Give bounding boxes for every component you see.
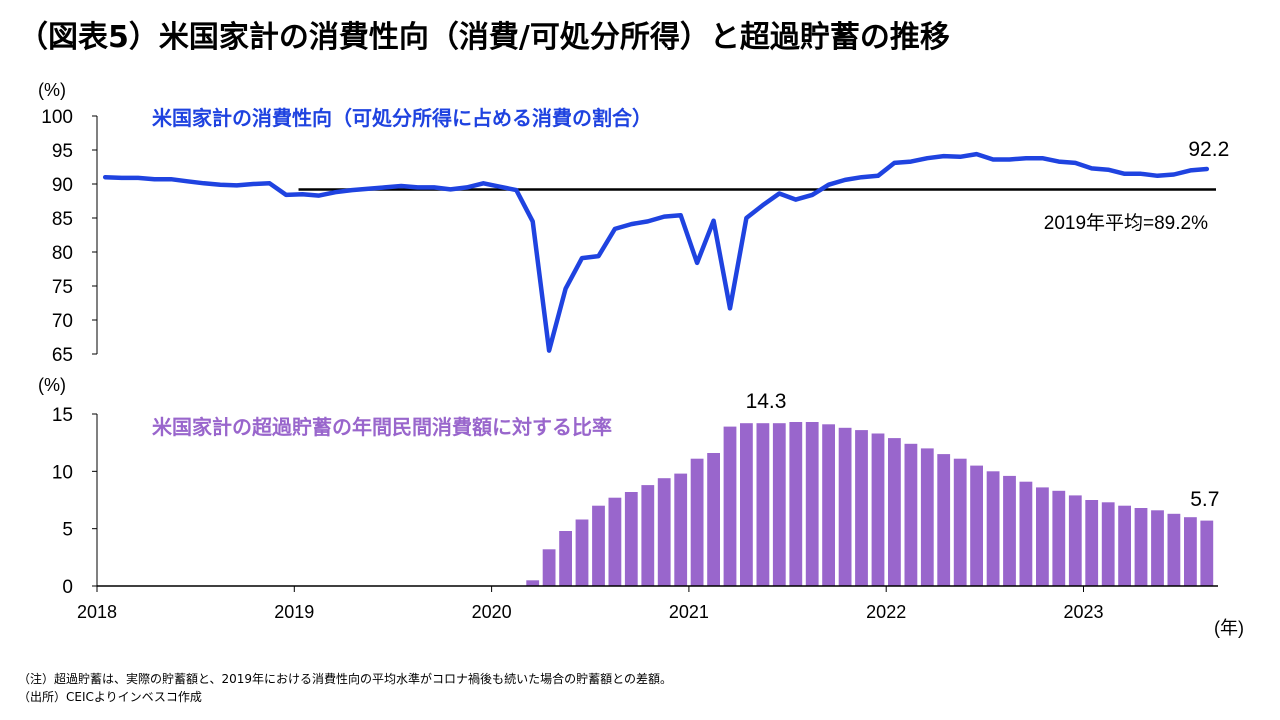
excess-savings-bar — [575, 519, 589, 586]
excess-savings-bar — [1118, 505, 1131, 586]
consumption-ratio-line — [102, 151, 1210, 353]
excess-savings-bar — [789, 422, 803, 586]
x-axis-unit: (年) — [1214, 618, 1244, 638]
bottom-y-tick-label: 10 — [52, 462, 73, 483]
excess-savings-bar — [904, 443, 918, 586]
excess-savings-bar — [740, 423, 753, 586]
excess-savings-bar — [1003, 475, 1016, 586]
x-tick-label: 2021 — [669, 602, 709, 622]
top-y-tick-label: 85 — [52, 209, 73, 230]
excess-savings-bar — [1052, 490, 1066, 586]
x-axis: 2018 2019 2020 2021 2022 2023 (年) — [77, 585, 1244, 638]
x-tick-label: 2023 — [1063, 602, 1103, 622]
x-tick-label: 2022 — [866, 602, 906, 622]
excess-savings-bar — [1167, 513, 1181, 586]
excess-savings-bar — [937, 454, 951, 586]
top-y-tick-label: 95 — [52, 141, 73, 162]
x-tick-label: 2020 — [472, 602, 512, 622]
excess-savings-bar — [1101, 502, 1115, 586]
excess-savings-bar — [888, 438, 901, 586]
excess-savings-bar — [805, 422, 819, 586]
top-y-tick-label: 90 — [52, 175, 73, 196]
top-y-tick-label: 75 — [52, 277, 73, 298]
excess-savings-bar — [526, 580, 540, 586]
excess-savings-bar — [970, 465, 983, 586]
bottom-y-unit: (%) — [38, 375, 66, 395]
top-chart-title: 米国家計の消費性向（可処分所得に占める消費の割合） — [152, 106, 652, 130]
excess-savings-bar — [1184, 517, 1197, 586]
excess-savings-bar — [723, 426, 737, 586]
bottom-y-tick-label: 0 — [62, 577, 73, 598]
excess-savings-bar — [772, 423, 786, 586]
top-end-value-label: 92.2 — [1188, 138, 1229, 161]
bottom-y-tick-label: 5 — [62, 520, 73, 541]
top-y-tick-label: 65 — [52, 345, 73, 366]
excess-savings-bar — [1151, 510, 1164, 586]
bottom-end-value-label: 5.7 — [1190, 488, 1219, 511]
bottom-y-tick-label: 15 — [52, 405, 73, 426]
excess-savings-bar — [1200, 520, 1214, 586]
excess-savings-bar — [624, 492, 638, 586]
excess-savings-bar — [690, 458, 704, 586]
page-title: （図表5）米国家計の消費性向（消費/可処分所得）と超過貯蓄の推移 — [18, 20, 950, 55]
excess-savings-bar — [1068, 495, 1082, 586]
excess-savings-bar — [542, 549, 556, 586]
excess-savings-bar — [822, 424, 835, 586]
bottom-peak-value-label: 14.3 — [746, 390, 787, 413]
source-note: （出所）CEICよりインベスコ作成 — [18, 690, 202, 704]
bottom-chart-title: 米国家計の超過貯蓄の年間民間消費額に対する比率 — [152, 415, 612, 439]
excess-savings-bar — [608, 497, 622, 586]
x-tick-label: 2019 — [274, 602, 314, 622]
x-tick-label: 2018 — [77, 602, 117, 622]
excess-savings-bar — [986, 471, 1000, 586]
top-y-unit: (%) — [38, 80, 66, 100]
top-y-tick-label: 100 — [41, 107, 73, 128]
excess-savings-bar — [756, 423, 770, 586]
excess-savings-bar — [871, 433, 885, 586]
reference-line-label: 2019年平均=89.2% — [1044, 212, 1208, 234]
excess-savings-bar — [707, 453, 720, 586]
excess-savings-bar — [592, 505, 605, 586]
top-y-tick-label: 80 — [52, 243, 73, 264]
excess-savings-bar — [838, 427, 852, 586]
consumption-ratio-chart: 100 95 90 85 80 75 70 65 (%) 米国家計の消費性向（可処分所得に占める消… — [38, 80, 1229, 366]
excess-savings-bar — [657, 478, 671, 586]
excess-savings-bar — [674, 473, 688, 586]
top-y-tick-label: 70 — [52, 311, 73, 332]
excess-savings-bar — [855, 430, 868, 586]
excess-savings-bar — [953, 458, 967, 586]
excess-savings-bar — [920, 448, 934, 586]
excess-savings-bar — [1019, 481, 1033, 586]
footnote: （注）超過貯蓄は、実際の貯蓄額と、2019年における消費性向の平均水準がコロナ禍… — [18, 672, 672, 686]
excess-savings-bar — [559, 531, 572, 586]
excess-savings-bar — [641, 485, 655, 586]
excess-savings-bar — [1036, 487, 1049, 586]
excess-savings-bar — [1134, 508, 1148, 586]
excess-savings-bar — [1085, 500, 1099, 586]
excess-savings-chart: 15 10 5 0 (%) 米国家計の超過貯蓄の年間民間消費額に対する比率 14.3 5.7 — [38, 375, 1219, 598]
